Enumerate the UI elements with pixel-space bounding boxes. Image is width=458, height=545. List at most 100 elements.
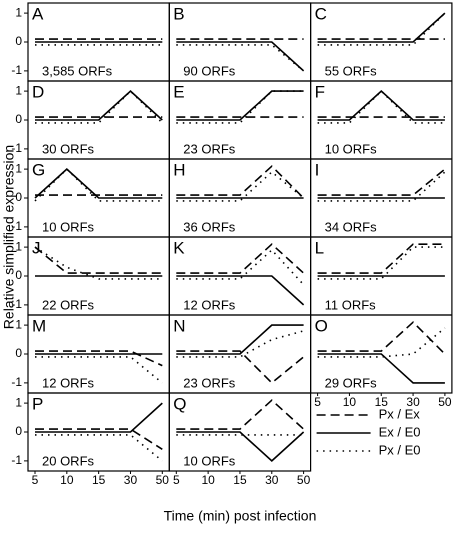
panel-note: 34 ORFs bbox=[325, 219, 378, 234]
series-line bbox=[317, 90, 445, 121]
x-tick-label: 5 bbox=[314, 395, 321, 409]
y-tick-label: 0 bbox=[15, 34, 22, 48]
series-line bbox=[176, 248, 305, 286]
x-tick-label: 50 bbox=[438, 395, 452, 409]
series-line bbox=[176, 330, 304, 358]
panel-label: D bbox=[32, 82, 44, 101]
x-tick-label: 15 bbox=[92, 473, 106, 487]
x-axis-label: Time (min) post infection bbox=[164, 508, 317, 524]
series-line bbox=[317, 246, 445, 280]
panel-note: 23 ORFs bbox=[183, 141, 236, 156]
series-line bbox=[35, 402, 163, 433]
y-tick-label: 1 bbox=[15, 161, 22, 175]
legend-label: Px / E0 bbox=[379, 442, 421, 457]
y-tick-label: 1 bbox=[15, 317, 22, 331]
y-tick-label: 1 bbox=[15, 395, 22, 409]
x-tick-label: 30 bbox=[124, 473, 138, 487]
panel-note: 22 ORFs bbox=[42, 297, 95, 312]
y-tick-label: 1 bbox=[15, 5, 22, 19]
panel-note: 55 ORFs bbox=[325, 63, 378, 78]
x-tick-label: 50 bbox=[297, 473, 311, 487]
y-tick-label: -1 bbox=[11, 219, 22, 233]
series-line bbox=[176, 431, 305, 462]
panel-note: 90 ORFs bbox=[183, 63, 236, 78]
y-tick-label: -1 bbox=[11, 453, 22, 467]
x-tick-label: 10 bbox=[201, 473, 215, 487]
x-tick-label: 15 bbox=[233, 473, 247, 487]
panel-label: O bbox=[315, 316, 328, 335]
panel-note: 11 ORFs bbox=[325, 297, 377, 312]
y-tick-label: 0 bbox=[15, 112, 22, 126]
series-line bbox=[317, 12, 446, 43]
series-line bbox=[35, 350, 163, 367]
series-line bbox=[317, 171, 446, 202]
x-tick-label: 5 bbox=[32, 473, 39, 487]
y-tick-label: -1 bbox=[11, 297, 22, 311]
series-line bbox=[34, 167, 163, 202]
y-axis-label: Relative simplified expression bbox=[1, 145, 17, 329]
series-line bbox=[176, 243, 305, 274]
panel-label: K bbox=[173, 238, 185, 257]
y-tick-label: 0 bbox=[15, 424, 22, 438]
series-line bbox=[317, 168, 446, 196]
panel-note: 10 ORFs bbox=[42, 219, 95, 234]
x-tick-label: 10 bbox=[343, 395, 357, 409]
y-tick-label: 0 bbox=[15, 268, 22, 282]
panel-note: 10 ORFs bbox=[183, 453, 236, 468]
x-tick-label: 15 bbox=[375, 395, 389, 409]
series-line bbox=[34, 246, 163, 274]
series-line bbox=[176, 324, 304, 355]
panel-label: M bbox=[32, 316, 46, 335]
panel-note: 10 ORFs bbox=[325, 141, 378, 156]
series-line bbox=[35, 428, 163, 450]
series-line bbox=[317, 353, 445, 384]
panel-note: 29 ORFs bbox=[325, 375, 378, 390]
legend-label: Ex / E0 bbox=[379, 424, 421, 439]
series-line bbox=[176, 165, 305, 199]
panel-note: 36 ORFs bbox=[183, 219, 236, 234]
panel-note: 20 ORFs bbox=[42, 453, 95, 468]
panel-note: 23 ORFs bbox=[183, 375, 236, 390]
series-line bbox=[34, 168, 163, 199]
series-line bbox=[176, 399, 305, 430]
x-tick-label: 30 bbox=[265, 473, 279, 487]
series-line bbox=[317, 321, 446, 355]
y-tick-label: 1 bbox=[15, 83, 22, 97]
series-line bbox=[34, 246, 163, 280]
series-line bbox=[317, 12, 446, 46]
panel-label: B bbox=[173, 4, 184, 23]
y-tick-label: -1 bbox=[11, 63, 22, 77]
x-tick-label: 30 bbox=[406, 395, 420, 409]
panel-note: 12 ORFs bbox=[183, 297, 236, 312]
panel-label: G bbox=[32, 160, 45, 179]
series-line bbox=[35, 89, 163, 124]
panel-label: Q bbox=[173, 394, 186, 413]
y-tick-label: 1 bbox=[15, 239, 22, 253]
series-line bbox=[176, 90, 304, 124]
x-tick-label: 10 bbox=[60, 473, 74, 487]
panel-label: C bbox=[315, 4, 327, 23]
panel-label: A bbox=[32, 4, 44, 23]
panel-label: H bbox=[173, 160, 185, 179]
series-line bbox=[317, 243, 445, 274]
series-line bbox=[176, 90, 304, 121]
y-tick-label: 0 bbox=[15, 190, 22, 204]
panel-note: 3,585 ORFs bbox=[42, 63, 113, 78]
y-tick-label: -1 bbox=[11, 141, 22, 155]
legend-label: Px / Ex bbox=[379, 406, 421, 421]
series-line bbox=[176, 275, 305, 306]
panel-note: 12 ORFs bbox=[42, 375, 95, 390]
panel-label: F bbox=[315, 82, 325, 101]
series-line bbox=[317, 89, 445, 124]
series-line bbox=[317, 327, 446, 358]
series-line bbox=[35, 90, 163, 121]
x-tick-label: 5 bbox=[173, 473, 180, 487]
series-line bbox=[176, 41, 305, 72]
y-tick-label: -1 bbox=[11, 375, 22, 389]
series-line bbox=[176, 350, 305, 384]
panel-label: P bbox=[32, 394, 43, 413]
y-tick-label: 0 bbox=[15, 346, 22, 360]
panel-label: I bbox=[315, 160, 320, 179]
x-tick-label: 50 bbox=[156, 473, 170, 487]
